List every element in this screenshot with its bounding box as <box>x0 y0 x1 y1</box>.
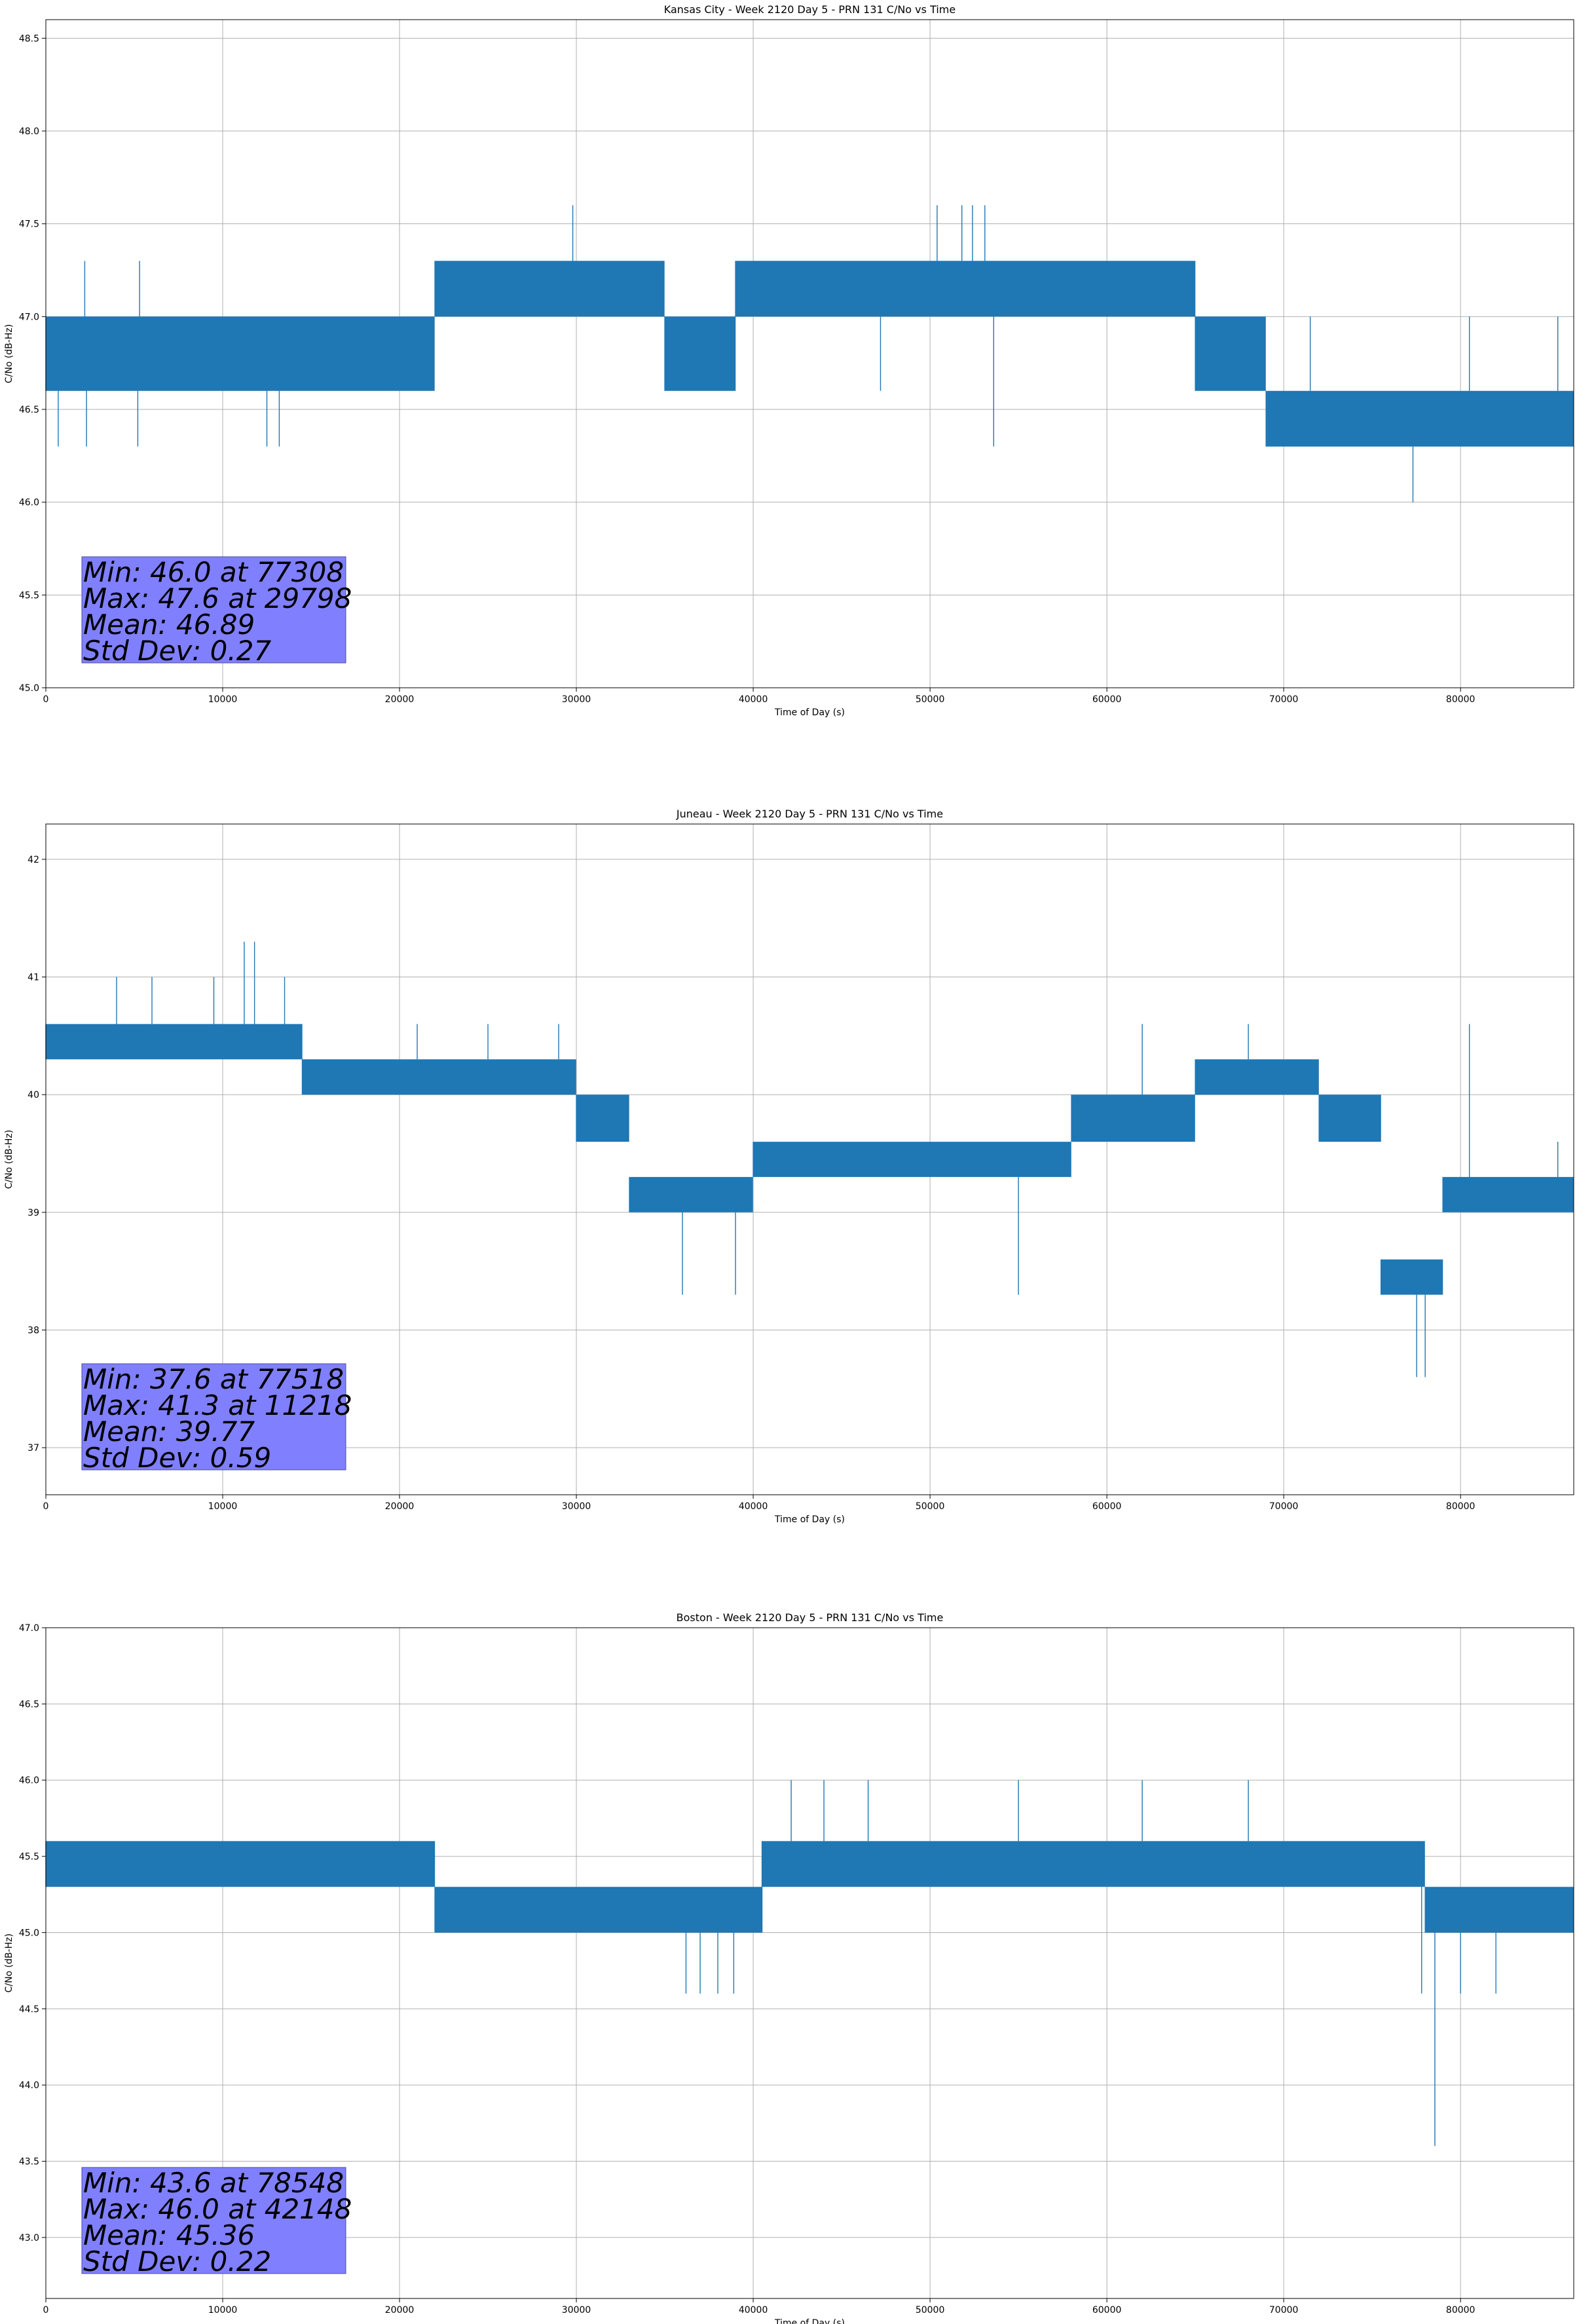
x-tick-label: 40000 <box>739 694 768 705</box>
y-tick-label: 44.0 <box>19 2080 39 2091</box>
y-tick-label: 46.0 <box>19 1776 39 1786</box>
x-tick-label: 10000 <box>208 2305 238 2315</box>
x-tick-label: 30000 <box>562 694 591 705</box>
x-tick-label: 80000 <box>1446 1501 1475 1512</box>
chart-title: Juneau - Week 2120 Day 5 - PRN 131 C/No … <box>676 808 943 820</box>
stats-mean: Mean: 46.89 <box>83 609 255 641</box>
y-tick-label: 46.5 <box>19 405 39 415</box>
y-tick-label: 45.5 <box>19 590 39 601</box>
y-ticks: 43.0 43.5 44.0 44.5 45.0 45.5 46.0 46.5 47.0 <box>19 1623 46 2243</box>
x-tick-label: 10000 <box>208 694 238 705</box>
x-ticks: 0 10000 20000 30000 40000 50000 60000 70000 8000… <box>43 1495 1475 1512</box>
x-tick-label: 40000 <box>739 1501 768 1512</box>
x-tick-label: 50000 <box>916 694 945 705</box>
stats-box: Min: 46.0 at 77308 Max: 47.6 at 29798 Me… <box>81 556 352 667</box>
x-ticks: 0 10000 20000 30000 40000 50000 60000 70000 8000… <box>43 688 1475 705</box>
y-tick-label: 45.0 <box>19 1928 39 1938</box>
chart-title: Boston - Week 2120 Day 5 - PRN 131 C/No … <box>677 1611 944 1624</box>
stats-box-background <box>81 1363 346 1471</box>
stats-mean: Mean: 45.36 <box>83 2219 255 2251</box>
y-tick-label: 41 <box>28 973 39 983</box>
x-tick-label: 60000 <box>1092 1501 1122 1512</box>
y-tick-label: 43.5 <box>19 2157 39 2167</box>
y-tick-label: 46.5 <box>19 1699 39 1710</box>
boston-chart: Boston - Week 2120 Day 5 - PRN 131 C/No … <box>4 1611 1574 2324</box>
y-tick-label: 47.0 <box>19 1623 39 1634</box>
axes-frame <box>45 823 1574 1495</box>
x-tick-label: 70000 <box>1269 694 1299 705</box>
y-axis-label: C/No (dB-Hz) <box>4 1934 14 1993</box>
y-ticks: 37 38 39 40 41 42 <box>28 855 46 1453</box>
stats-std-dev: Std Dev: 0.27 <box>83 635 271 667</box>
x-tick-label: 0 <box>43 1501 49 1512</box>
grid-lines <box>45 824 1574 1495</box>
y-tick-label: 48.0 <box>19 126 39 137</box>
x-axis-label: Time of Day (s) <box>774 1514 845 1525</box>
y-tick-label: 45.5 <box>19 1852 39 1862</box>
y-tick-label: 40 <box>28 1090 39 1100</box>
x-axis-label: Time of Day (s) <box>774 707 845 718</box>
x-ticks: 0 10000 20000 30000 40000 50000 60000 70000 8000… <box>43 2298 1475 2315</box>
juneau-chart: Juneau - Week 2120 Day 5 - PRN 131 C/No … <box>4 808 1574 1525</box>
x-tick-label: 30000 <box>562 2305 591 2315</box>
stats-max: Max: 41.3 at 11218 <box>83 1389 352 1421</box>
x-axis-label: Time of Day (s) <box>774 2318 845 2324</box>
stats-min: Min: 43.6 at 78548 <box>83 2167 344 2199</box>
axes-frame <box>45 1627 1574 2299</box>
chart-title: Kansas City - Week 2120 Day 5 - PRN 131 … <box>664 3 955 16</box>
stats-box-background <box>81 556 346 664</box>
y-tick-label: 37 <box>28 1443 39 1453</box>
y-tick-label: 46.0 <box>19 498 39 508</box>
x-tick-label: 50000 <box>916 1501 945 1512</box>
y-tick-label: 48.5 <box>19 33 39 44</box>
y-tick-label: 38 <box>28 1325 39 1336</box>
stats-max: Max: 46.0 at 42148 <box>83 2193 352 2225</box>
x-tick-label: 60000 <box>1092 694 1122 705</box>
stats-std-dev: Std Dev: 0.22 <box>83 2245 271 2277</box>
x-tick-label: 60000 <box>1092 2305 1122 2315</box>
stats-box-background <box>81 2167 346 2274</box>
stats-mean: Mean: 39.77 <box>83 1415 255 1448</box>
x-tick-label: 30000 <box>562 1501 591 1512</box>
x-tick-label: 40000 <box>739 2305 768 2315</box>
x-tick-label: 70000 <box>1269 1501 1299 1512</box>
stats-box: Min: 43.6 at 78548 Max: 46.0 at 42148 Me… <box>81 2167 352 2277</box>
x-tick-label: 80000 <box>1446 694 1475 705</box>
y-axis-label: C/No (dB-Hz) <box>4 1130 14 1189</box>
y-ticks: 45.0 45.5 46.0 46.5 47.0 47.5 48.0 48.5 <box>19 33 46 694</box>
y-tick-label: 39 <box>28 1208 39 1218</box>
x-tick-label: 0 <box>43 2305 49 2315</box>
x-tick-label: 20000 <box>385 1501 415 1512</box>
kansas-city-chart: Kansas City - Week 2120 Day 5 - PRN 131 … <box>4 3 1574 718</box>
x-tick-label: 20000 <box>385 694 415 705</box>
y-tick-label: 47.5 <box>19 219 39 230</box>
y-axis-label: C/No (dB-Hz) <box>4 324 14 383</box>
y-tick-label: 47.0 <box>19 312 39 322</box>
x-tick-label: 0 <box>43 694 49 705</box>
y-tick-label: 43.0 <box>19 2233 39 2243</box>
y-tick-label: 42 <box>28 855 39 865</box>
stats-std-dev: Std Dev: 0.59 <box>83 1442 271 1474</box>
y-tick-label: 44.5 <box>19 2004 39 2015</box>
stats-min: Min: 46.0 at 77308 <box>83 556 344 588</box>
stats-min: Min: 37.6 at 77518 <box>83 1363 344 1395</box>
x-tick-label: 80000 <box>1446 2305 1475 2315</box>
x-tick-label: 10000 <box>208 1501 238 1512</box>
y-tick-label: 45.0 <box>19 683 39 694</box>
x-tick-label: 50000 <box>916 2305 945 2315</box>
stats-box: Min: 37.6 at 77518 Max: 41.3 at 11218 Me… <box>81 1363 352 1474</box>
series-line <box>45 941 1574 1378</box>
stats-max: Max: 47.6 at 29798 <box>83 582 352 614</box>
x-tick-label: 20000 <box>385 2305 415 2315</box>
x-tick-label: 70000 <box>1269 2305 1299 2315</box>
axes-frame <box>45 19 1574 688</box>
